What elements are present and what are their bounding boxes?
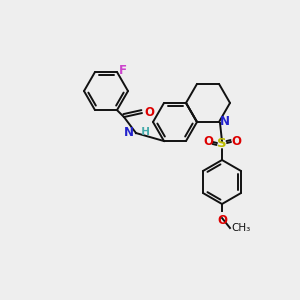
Text: O: O: [144, 106, 154, 118]
Text: O: O: [203, 136, 213, 148]
Text: O: O: [231, 136, 241, 148]
Text: S: S: [217, 137, 227, 151]
Text: F: F: [119, 64, 127, 77]
Text: N: N: [220, 116, 230, 128]
Text: O: O: [217, 214, 227, 227]
Text: N: N: [124, 126, 134, 139]
Text: CH₃: CH₃: [231, 223, 250, 233]
Text: H: H: [134, 127, 150, 137]
